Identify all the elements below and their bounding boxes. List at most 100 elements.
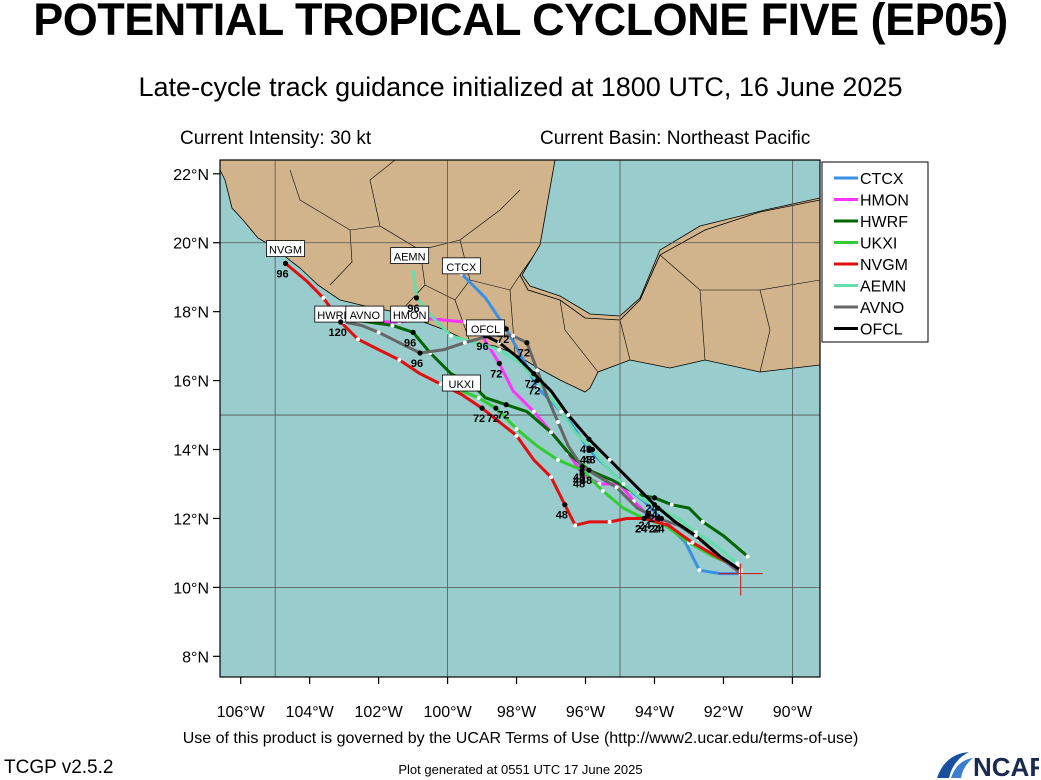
track-avno xyxy=(343,320,742,575)
forecast-hour-label: 48 xyxy=(580,455,592,467)
track-point xyxy=(573,523,578,528)
model-label-box xyxy=(390,305,430,323)
lat-tick-label: 16°N xyxy=(173,374,209,391)
track-point xyxy=(497,340,502,345)
forecast-hour-dot xyxy=(413,295,420,301)
forecast-hour-dot xyxy=(651,495,658,501)
forecast-hour-label: 48 xyxy=(580,475,592,487)
forecast-hour-label: 48 xyxy=(556,510,568,522)
forecast-hour-dot xyxy=(524,340,530,346)
forecast-hour-label: 48 xyxy=(573,472,585,484)
track-point xyxy=(566,413,571,418)
forecast-hour-dot xyxy=(641,515,647,522)
forecast-hour-dot xyxy=(579,464,585,470)
plot-frame xyxy=(219,159,821,678)
model-label-nvgm: NVGM xyxy=(269,245,302,257)
track-point xyxy=(690,540,695,545)
track-point xyxy=(535,368,540,373)
forecast-hour-label: 72 xyxy=(490,368,502,380)
track-point xyxy=(697,568,702,573)
forecast-hour-dot xyxy=(410,329,416,335)
forecast-hour-label: 24 xyxy=(635,523,648,535)
track-point xyxy=(621,481,626,486)
version-label: TCGP v2.5.2 xyxy=(4,757,114,778)
track-point xyxy=(745,554,750,559)
grid-lines xyxy=(220,160,820,677)
forecast-hour-label: 72 xyxy=(497,410,509,422)
forecast-hour-label: 24 xyxy=(645,510,658,522)
track-point xyxy=(600,488,605,493)
current-basin: Current Basin: Northeast Pacific xyxy=(540,128,811,149)
model-label-box xyxy=(266,240,305,258)
lon-tick-label: 92°W xyxy=(704,704,744,721)
model-label-box xyxy=(390,247,430,264)
ncar-logo-text: NCAR xyxy=(973,752,1039,780)
model-label-hmon: HMON xyxy=(393,310,427,322)
legend-label-ofcl: OFCL xyxy=(860,322,903,339)
forecast-hour-dot xyxy=(589,446,596,453)
forecast-hour-dot xyxy=(644,512,651,518)
lat-tick-label: 20°N xyxy=(173,236,209,253)
forecast-hour-label: 24 xyxy=(635,523,648,535)
track-point xyxy=(735,561,740,566)
gulf-of-mexico xyxy=(521,160,820,317)
lon-tick-label: 100°W xyxy=(423,704,472,721)
track-point xyxy=(497,347,502,352)
track-point xyxy=(476,395,481,400)
legend-label-hwrf: HWRF xyxy=(860,214,908,231)
forecast-hour-label: 72 xyxy=(518,348,530,360)
forecast-hour-dot xyxy=(586,467,592,473)
lon-tick-label: 96°W xyxy=(566,704,606,721)
forecast-hour-dot xyxy=(531,371,537,377)
track-point xyxy=(700,519,705,524)
legend-box xyxy=(821,161,929,343)
forecast-hour-label: 72 xyxy=(528,386,540,398)
lat-tick-label: 12°N xyxy=(173,511,209,528)
forecast-hour-label: 24 xyxy=(645,503,658,515)
track-point xyxy=(535,385,540,390)
track-point xyxy=(376,330,381,335)
lon-tick-label: 90°W xyxy=(773,704,813,721)
forecast-hour-label: 96 xyxy=(404,337,416,349)
forecast-hour-dot xyxy=(562,502,568,508)
axes: 8°N 10°N 12°N 14°N 16°N 18°N 20°N 22°N 106°W 104°… xyxy=(173,167,813,721)
page-title: POTENTIAL TROPICAL CYCLONE FIVE (EP05) xyxy=(33,0,1008,45)
model-label-hwrf: HWRF xyxy=(317,310,350,322)
terms-of-use: Use of this product is governed by the U… xyxy=(182,730,859,747)
current-intensity: Current Intensity: 30 kt xyxy=(180,128,372,149)
forecast-hour-label: 72 xyxy=(497,334,509,346)
ncar-logo: NCAR xyxy=(937,752,1039,780)
track-point xyxy=(607,457,612,462)
forecast-hour-dot xyxy=(496,360,502,366)
track-point xyxy=(462,319,467,324)
page-subtitle: Late-cycle track guidance initialized at… xyxy=(138,72,903,102)
track-point xyxy=(531,409,536,414)
track-point xyxy=(614,485,619,490)
forecast-hour-dot xyxy=(534,377,540,384)
legend-label-hmon: HMON xyxy=(860,193,909,210)
forecast-hour-label: 72 xyxy=(525,379,537,391)
forecast-hour-label: 120 xyxy=(329,327,347,339)
model-labels: 24 48 72 CTCX 24 48 72 HMON 24 48 72 96 HWRF 24 48 72 UK… xyxy=(266,240,665,535)
lon-tick-label: 106°W xyxy=(217,704,266,721)
lat-tick-label: 8°N xyxy=(182,649,209,666)
forecast-hour-dot xyxy=(655,505,661,511)
lon-tick-label: 98°W xyxy=(497,704,537,721)
track-aemn xyxy=(411,270,739,565)
forecast-hour-label: 96 xyxy=(476,341,488,353)
lon-tick-label: 94°W xyxy=(635,704,675,721)
forecast-hour-dot xyxy=(493,405,499,411)
model-label-avno: AVNO xyxy=(350,310,381,322)
lat-tick-label: 18°N xyxy=(173,305,209,322)
forecast-hour-label: 48 xyxy=(573,479,585,491)
track-point xyxy=(669,502,674,507)
legend-label-ukxi: UKXI xyxy=(860,236,897,253)
lat-tick-label: 14°N xyxy=(173,443,209,460)
track-point xyxy=(607,519,612,524)
model-label-box xyxy=(466,319,505,337)
track-point xyxy=(559,409,564,414)
track-point xyxy=(438,382,443,387)
track-point xyxy=(555,419,560,424)
track-point xyxy=(397,357,402,362)
lat-tick-label: 10°N xyxy=(173,580,209,597)
